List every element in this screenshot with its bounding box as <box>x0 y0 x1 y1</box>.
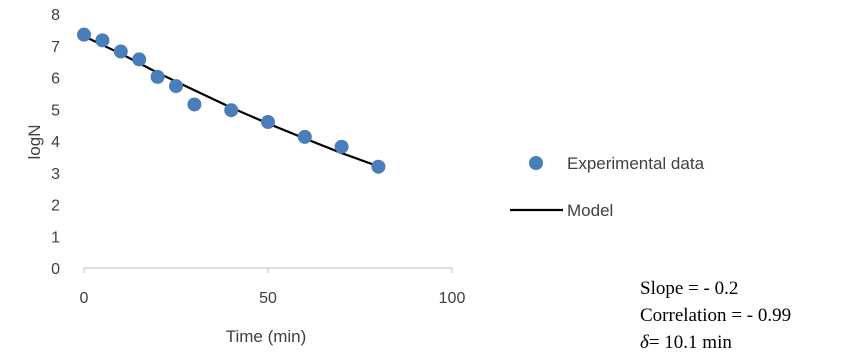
delta-symbol: δ <box>640 332 649 353</box>
y-tick-label: 7 <box>51 39 60 56</box>
y-tick-label: 1 <box>51 229 60 246</box>
data-point <box>169 79 183 94</box>
legend-label-model: Model <box>567 201 613 220</box>
data-point <box>334 139 349 154</box>
data-point <box>261 114 275 129</box>
data-point <box>224 103 239 118</box>
x-tick-labels: 0 50 100 <box>80 290 466 307</box>
data-point <box>77 27 91 42</box>
data-point <box>150 69 165 84</box>
x-tick-label: 0 <box>80 290 89 307</box>
data-point <box>297 129 312 144</box>
y-tick-label: 5 <box>51 102 60 119</box>
plot-area <box>77 27 386 174</box>
legend: Experimental data Model <box>510 154 705 220</box>
data-point <box>95 33 110 48</box>
x-tick-label: 100 <box>439 290 466 307</box>
delta-value: = 10.1 min <box>648 332 732 353</box>
delta-line: δ= 10.1 min <box>640 329 791 356</box>
legend-marker-experimental <box>529 156 543 170</box>
data-point <box>113 44 128 59</box>
model-line <box>83 35 379 168</box>
slope-text: Slope = - 0.2 <box>640 278 739 299</box>
y-tick-labels: 0 1 2 3 4 5 6 7 8 <box>51 7 60 278</box>
y-tick-label: 8 <box>51 7 60 24</box>
data-point <box>371 159 386 174</box>
x-tick-label: 50 <box>259 290 277 307</box>
data-point <box>132 52 147 67</box>
y-tick-label: 3 <box>51 166 60 183</box>
x-axis-title: Time (min) <box>226 327 307 346</box>
correlation-text: Correlation = - 0.99 <box>640 305 792 326</box>
y-tick-label: 2 <box>51 198 60 215</box>
x-tick-marks <box>83 268 453 273</box>
legend-label-experimental: Experimental data <box>567 154 705 173</box>
y-tick-label: 6 <box>51 71 60 88</box>
data-point <box>187 97 202 112</box>
y-tick-label: 4 <box>51 134 60 151</box>
statistics-box: Slope = - 0.2 Correlation = - 0.99 δ= 10… <box>640 275 791 356</box>
y-axis-title: logN <box>25 125 44 160</box>
y-tick-label: 0 <box>51 261 60 278</box>
